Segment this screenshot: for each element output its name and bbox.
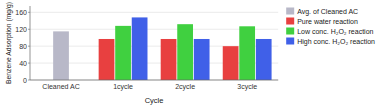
bar [99,39,115,80]
bar [161,39,177,80]
x-tick-label: Cleaned AC [42,83,79,90]
grid [30,12,278,80]
y-axis-line [30,6,31,80]
bar [239,26,255,80]
y-tick-label: 160 [15,9,27,16]
legend: Avg. of Cleaned AC Pure water reaction Low… [286,8,375,46]
legend-label: Low conc. H₂O₂ reaction [297,28,373,35]
legend-label: Avg. of Cleaned AC [297,8,358,16]
bar [115,26,131,80]
y-tick-label: 40 [19,60,27,67]
x-tick-label: 3cycle [237,83,257,91]
bar [223,46,239,80]
bar [194,39,210,80]
x-axis: Cleaned AC 1cycle 2cycle 3cycle [42,83,257,91]
x-axis-line [30,80,278,81]
grid-line [30,80,278,81]
y-tick-label: 80 [19,43,27,50]
legend-label: High conc. H₂O₂ reaction [297,38,375,46]
bar [132,17,148,80]
x-axis-label: Cycle [145,96,164,105]
legend-swatch [286,28,294,35]
bar [53,31,69,80]
grid-line [30,12,278,13]
legend-label: Pure water reaction [297,18,358,25]
legend-swatch [286,8,294,15]
y-axis: 0 40 80 120 160 [15,9,30,84]
y-axis-label: Benzene Adsorption (mg/g) [5,2,13,84]
x-tick-label: 2cycle [175,83,195,91]
y-tick-label: 0 [23,77,27,84]
legend-swatch [286,38,294,45]
bars [53,17,271,80]
bar [177,24,193,80]
y-tick-label: 120 [15,26,27,33]
chart: Avg. of Cleaned AC Pure water reaction Low… [0,0,378,106]
bar [256,39,272,80]
x-tick-label: 1cycle [113,83,133,91]
legend-swatch [286,18,294,25]
